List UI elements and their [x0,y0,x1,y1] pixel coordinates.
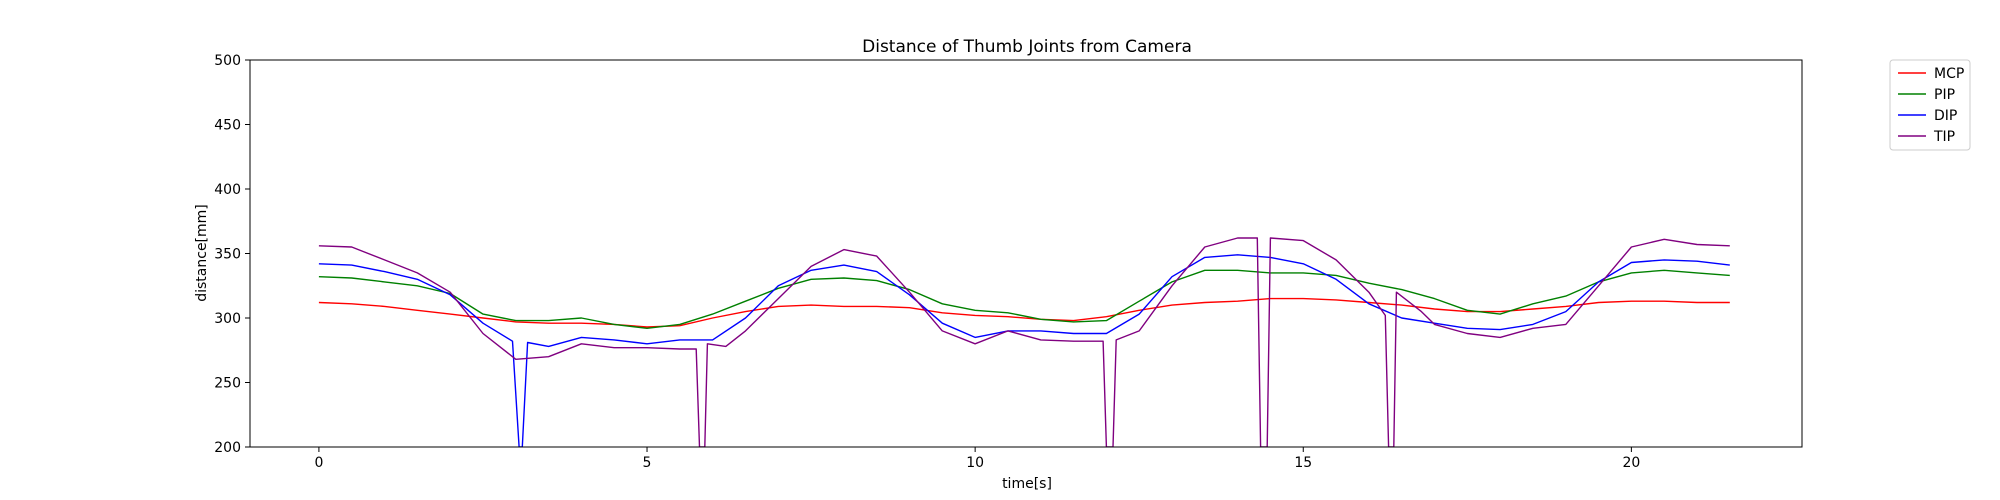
y-tick-label: 200 [214,440,241,456]
y-tick-label: 450 [214,118,241,134]
legend-frame [1889,59,1971,151]
x-tick-label: 0 [314,455,323,471]
series-line-pip [318,269,1730,329]
plot-frame [249,59,1803,448]
series-layer [318,237,1730,447]
legend: MCP PIP DIP TIP [1889,59,1971,151]
series-line-dip [318,254,1730,447]
y-tick-label: 350 [214,247,241,263]
x-axis-label: time[s] [1002,476,1052,492]
y-axis: 200 250 300 350 400 450 500 [214,53,250,456]
y-tick-label: 300 [214,311,241,327]
y-tick-label: 250 [214,376,241,392]
y-tick-label: 500 [214,53,241,69]
x-tick-label: 20 [1622,455,1640,471]
x-tick-label: 5 [643,455,652,471]
series-line-tip [318,237,1730,447]
y-tick-label: 400 [214,182,241,198]
x-tick-label: 15 [1294,455,1312,471]
legend-label-dip: DIP [1934,108,1957,124]
legend-label-tip: TIP [1933,129,1955,145]
x-axis: 0 5 10 15 20 [314,447,1640,471]
legend-label-mcp: MCP [1934,66,1964,82]
x-tick-label: 10 [966,455,984,471]
chart-title: Distance of Thumb Joints from Camera [862,37,1192,57]
legend-label-pip: PIP [1934,87,1955,103]
series-line-mcp [318,297,1730,328]
y-axis-label: distance[mm] [194,204,210,302]
